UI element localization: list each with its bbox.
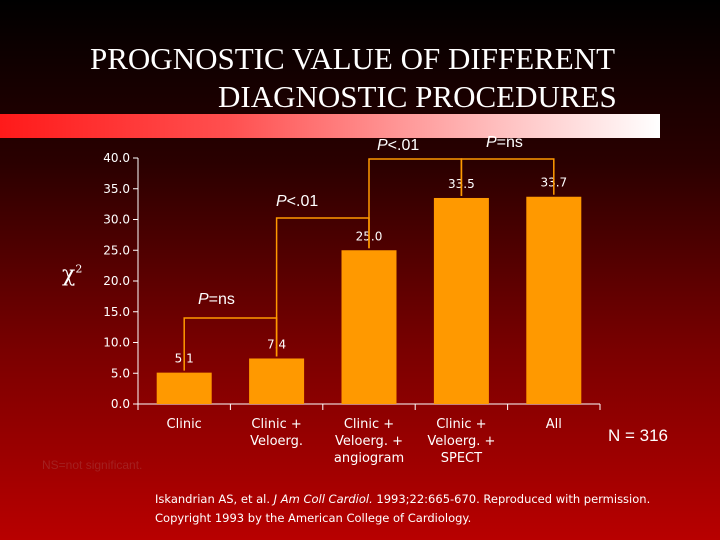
x-category-label: Clinic + xyxy=(251,417,301,432)
significance-brackets: P=nsP<.01P<.01 P=ns xyxy=(183,134,555,371)
p-value-annotation: P<.01 xyxy=(276,193,318,210)
bar xyxy=(341,250,397,404)
x-category-label: Clinic + xyxy=(344,417,394,432)
title-gradient-stripe xyxy=(0,114,660,138)
x-category-label: SPECT xyxy=(441,451,482,466)
chart-axes: 0.0 5.0 10.0 15.0 20.0 25.0 30.0 35.0 40.0 xyxy=(103,151,601,411)
bar xyxy=(526,196,582,404)
y-tick-label: 30.0 xyxy=(103,213,130,227)
y-tick-label: 15.0 xyxy=(103,305,130,319)
x-category-label: Veloerg. + xyxy=(427,434,495,449)
slide-title: PROGNOSTIC VALUE OF DIFFERENT DIAGNOSTIC… xyxy=(0,40,720,116)
bar xyxy=(156,372,212,404)
citation-journal: J Am Coll Cardiol. xyxy=(273,492,373,506)
y-tick-label: 0.0 xyxy=(111,397,130,411)
title-line-1: PROGNOSTIC VALUE OF DIFFERENT xyxy=(90,41,616,76)
p-symbol: P xyxy=(377,137,388,154)
footnote: NS=not significant. xyxy=(42,458,143,472)
y-axis-label: χ2 xyxy=(62,262,82,287)
p-symbol: P xyxy=(276,193,287,210)
p-value-annotation: P=ns xyxy=(486,134,523,151)
x-category-label: Veloerg. + xyxy=(335,434,403,449)
y-tick-label: 25.0 xyxy=(103,243,130,257)
citation-authors: Iskandrian AS, et al. xyxy=(155,492,271,506)
bar xyxy=(249,358,305,404)
significance-bracket xyxy=(460,158,555,196)
y-axis-label-superscript: 2 xyxy=(75,262,83,276)
y-tick-label: 40.0 xyxy=(103,151,130,165)
x-category-label: angiogram xyxy=(334,451,404,466)
p-value-annotation: P<.01 xyxy=(377,137,419,154)
y-tick-label: 35.0 xyxy=(103,182,130,196)
title-line-2: DIAGNOSTIC PROCEDURES xyxy=(218,79,617,114)
p-value-text: <.01 xyxy=(388,137,420,154)
p-value-annotation: P=ns xyxy=(198,291,235,308)
chart-bars xyxy=(156,196,582,404)
p-symbol: P xyxy=(486,134,497,151)
citation: Iskandrian AS, et al. J Am Coll Cardiol.… xyxy=(155,490,650,528)
p-symbol: P xyxy=(198,291,209,308)
x-category-label: Clinic + xyxy=(436,417,486,432)
y-tick-label: 5.0 xyxy=(111,366,130,380)
sample-size-label: N = 316 xyxy=(608,426,669,445)
p-value-text: =ns xyxy=(209,291,235,308)
bar xyxy=(433,197,489,404)
p-value-text: <.01 xyxy=(287,193,319,210)
y-tick-label: 10.0 xyxy=(103,336,130,350)
x-category-label: Clinic xyxy=(167,417,202,432)
p-value-text: =ns xyxy=(497,134,523,151)
citation-copyright: Copyright 1993 by the American College o… xyxy=(155,511,472,525)
citation-details: 1993;22:665-670. Reproduced with permiss… xyxy=(376,492,651,506)
x-category-label: Veloerg. xyxy=(250,434,303,449)
y-tick-label: 20.0 xyxy=(103,274,130,288)
x-category-label: All xyxy=(546,417,562,432)
y-axis-label-symbol: χ xyxy=(62,262,76,287)
